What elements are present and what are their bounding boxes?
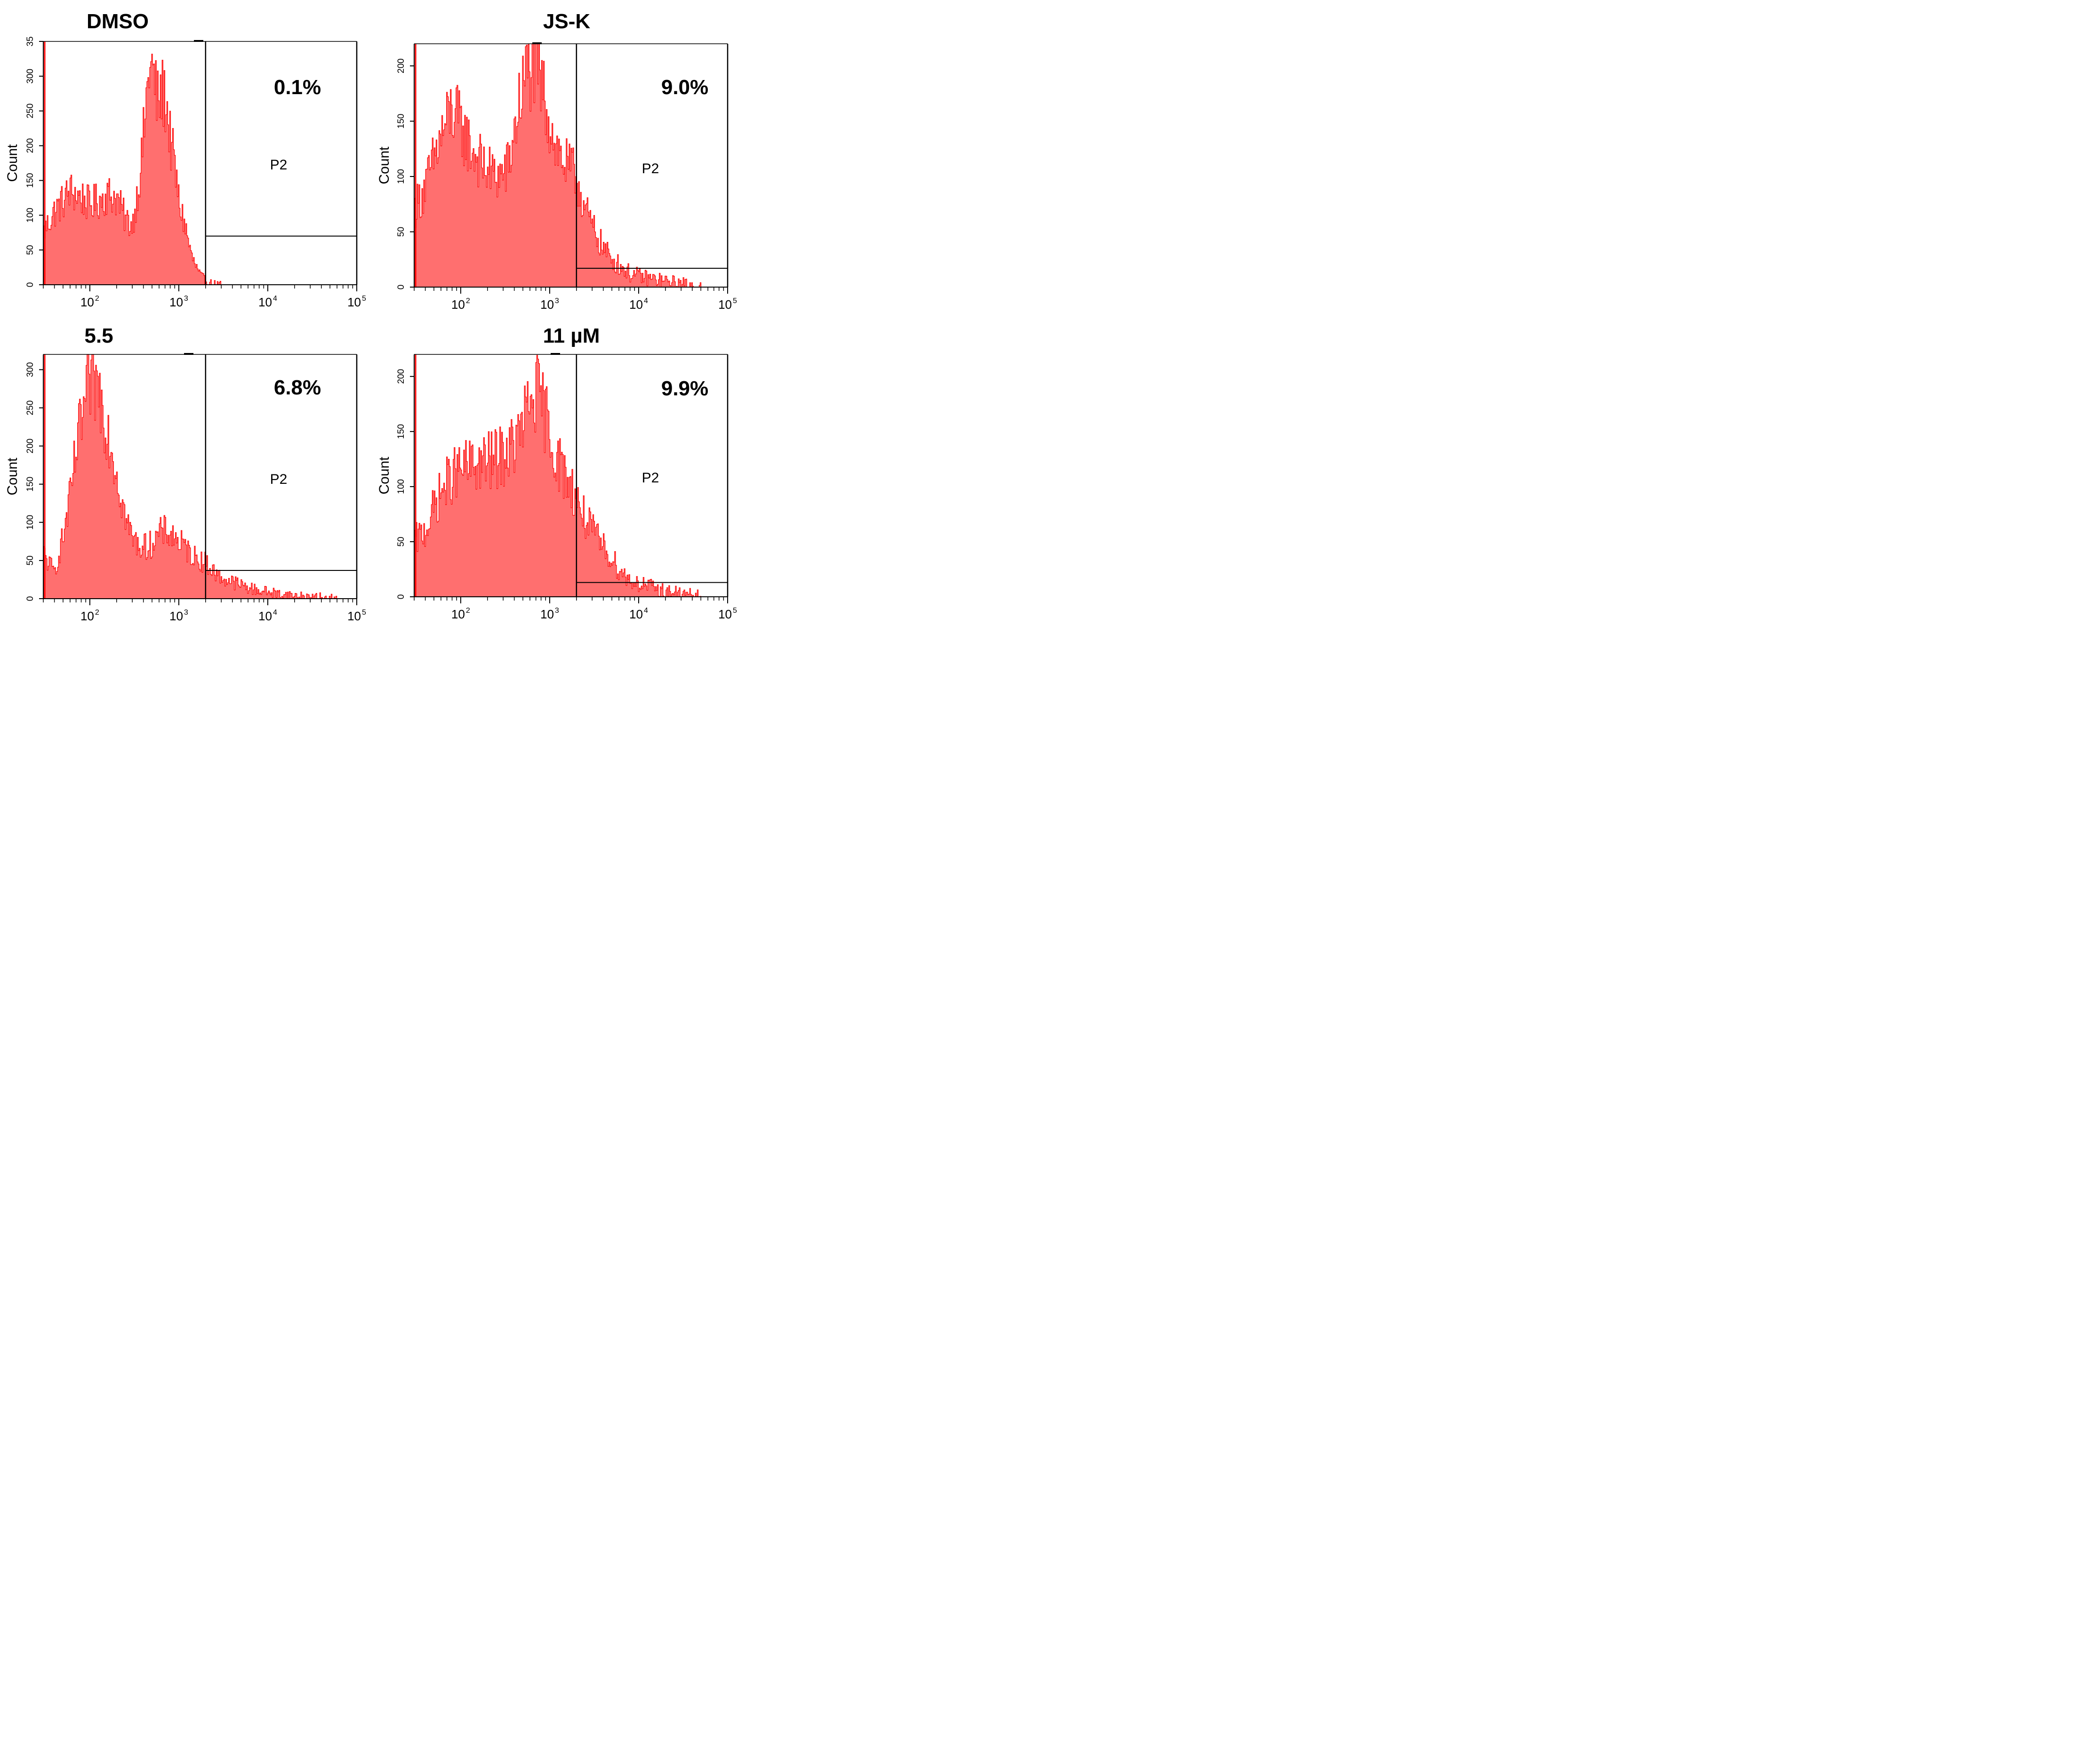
y-tick-label: 100 — [396, 479, 406, 494]
gate-percent: 6.8% — [274, 376, 321, 399]
x-tick-label: 10 4 — [258, 295, 277, 309]
x-tick-label: 10 3 — [540, 607, 559, 621]
y-axis-label: Count — [5, 457, 20, 496]
x-tick-label: 10 2 — [451, 607, 470, 621]
gate-label: P2 — [270, 157, 288, 173]
y-tick-label: 0 — [396, 285, 406, 290]
x-tick-label: 10 3 — [169, 609, 188, 623]
x-tick-label: 10 5 — [718, 297, 737, 312]
x-tick-label: 10 2 — [80, 295, 99, 309]
y-tick-label: 50 — [396, 537, 406, 546]
y-tick-label: 200 — [396, 58, 406, 73]
y-tick-label: 0 — [396, 594, 406, 600]
y-tick-label: 50 — [396, 227, 406, 237]
gate-label: P2 — [642, 470, 659, 486]
panel-title: DMSO — [87, 10, 149, 33]
y-tick-label: 250 — [25, 401, 35, 416]
y-tick-label: 100 — [25, 515, 35, 530]
panel-js-k: JS-K P2 9.0% 0 50 100 150 200 Count 10 2 10 3 10 4 10 5 — [377, 10, 737, 312]
x-tick-label: 10 5 — [347, 295, 366, 309]
histogram-area — [43, 354, 357, 599]
x-tick-label: 10 2 — [80, 609, 99, 623]
histogram-area — [414, 355, 728, 597]
x-tick-label: 10 3 — [169, 295, 188, 309]
y-tick-label: 300 — [25, 362, 35, 377]
panel-title: JS-K — [543, 10, 590, 33]
y-tick-label: 150 — [25, 173, 35, 188]
y-tick-label: 200 — [25, 138, 35, 153]
x-tick-label: 10 5 — [347, 609, 366, 623]
y-tick-label: 200 — [396, 369, 406, 384]
y-tick-label: 150 — [396, 424, 406, 439]
y-tick-label: 0 — [25, 596, 35, 601]
y-tick-label: 300 — [25, 69, 35, 84]
gate-percent: 9.9% — [661, 377, 708, 400]
panel-title: 11 µM — [543, 324, 600, 347]
y-tick-label: 100 — [396, 169, 406, 184]
x-tick-label: 10 4 — [629, 607, 648, 621]
gate-percent: 9.0% — [661, 76, 708, 99]
panel-title: 5.5 — [84, 324, 113, 347]
panel-5-5: 5.5 P2 6.8% 0 50 100 150 200 250 300 Count 10 2 10 3 1… — [5, 324, 366, 623]
x-tick-label: 10 5 — [718, 607, 737, 621]
histogram-area — [414, 43, 728, 288]
panel-dmso: DMSO P2 0.1% 0 50 100 150 200 250 300 35 Count 10 2 1… — [5, 10, 366, 309]
y-tick-label: 150 — [25, 477, 35, 492]
y-tick-label: 50 — [25, 555, 35, 565]
y-tick-label: 0 — [25, 282, 35, 288]
y-tick-label: 200 — [25, 439, 35, 454]
x-tick-label: 10 4 — [258, 609, 277, 623]
y-tick-label: 100 — [25, 208, 35, 223]
gate-label: P2 — [270, 472, 288, 487]
y-axis-label: Count — [5, 144, 20, 182]
y-axis-label: Count — [377, 146, 392, 184]
y-axis-label: Count — [377, 457, 392, 495]
x-tick-label: 10 4 — [629, 297, 648, 312]
y-tick-label: 150 — [396, 114, 406, 129]
x-tick-label: 10 3 — [540, 297, 559, 312]
gate-percent: 0.1% — [274, 76, 321, 99]
panel-11-um: 11 µM P2 9.9% 0 50 100 150 200 Count 10 2 10 3 10 4 10… — [377, 324, 737, 621]
y-tick-label: 50 — [25, 245, 35, 255]
gate-label: P2 — [642, 161, 659, 176]
y-tick-label: 35 — [25, 36, 35, 46]
x-tick-label: 10 2 — [451, 297, 470, 312]
y-tick-label: 250 — [25, 104, 35, 119]
